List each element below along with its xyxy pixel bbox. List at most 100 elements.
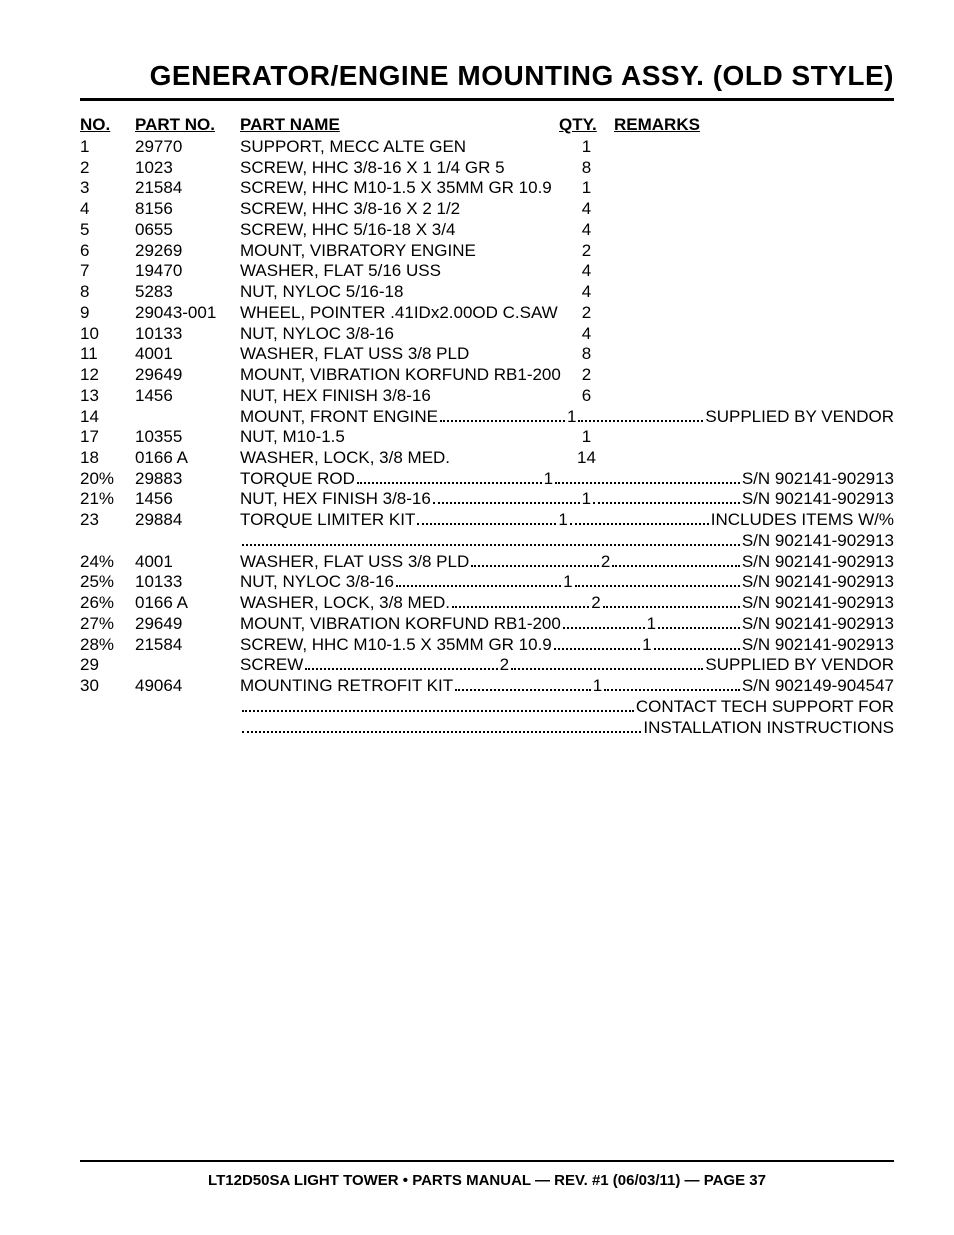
cell-remarks: INCLUDES ITEMS W/% [711, 510, 894, 531]
cell-no: 12 [80, 365, 135, 386]
cell-no: 28% [80, 635, 135, 656]
cell-name: SUPPORT, MECC ALTE GEN [240, 137, 559, 158]
cell-part-no: 29770 [135, 137, 240, 158]
cell-name: SCREW, HHC 5/16-18 X 3/4 [240, 220, 559, 241]
cell-remarks: S/N 902141-902913 [742, 489, 894, 510]
table-row: 929043-001WHEEL, POINTER .41IDx2.00OD C.… [80, 303, 894, 324]
cell-part-no: 0166 A [135, 593, 240, 614]
cell-qty: 1 [559, 178, 614, 199]
table-row: 3049064MOUNTING RETROFIT KIT1S/N 902149-… [80, 676, 894, 697]
leader-dots [654, 648, 740, 650]
cell-no: 9 [80, 303, 135, 324]
cell-qty: 1 [582, 489, 591, 510]
cell-part-no: 4001 [135, 344, 240, 365]
table-row: 321584SCREW, HHC M10-1.5 X 35MM GR 10.91 [80, 178, 894, 199]
cell-no: 27% [80, 614, 135, 635]
leader-dots [242, 544, 740, 546]
cell-remarks: S/N 902141-902913 [742, 635, 894, 656]
cell-qty: 2 [559, 365, 614, 386]
cell-remarks: S/N 902149-904547 [742, 676, 894, 697]
cell-name-qty-remarks: INSTALLATION INSTRUCTIONS [240, 718, 894, 739]
cell-part-no: 10133 [135, 324, 240, 345]
cell-name-qty-remarks: NUT, NYLOC 3/8-161S/N 902141-902913 [240, 572, 894, 593]
cell-no: 21% [80, 489, 135, 510]
cell-qty: 8 [559, 344, 614, 365]
cell-no: 4 [80, 199, 135, 220]
cell-qty: 8 [559, 158, 614, 179]
leader-dots [455, 689, 591, 691]
cell-name-qty-remarks: MOUNT, FRONT ENGINE1SUPPLIED BY VENDOR [240, 407, 894, 428]
cell-name-qty-remarks: CONTACT TECH SUPPORT FOR [240, 697, 894, 718]
leader-dots [603, 606, 740, 608]
leader-dots [452, 606, 589, 608]
leader-dots [578, 420, 703, 422]
cell-no: 13 [80, 386, 135, 407]
cell-qty: 14 [559, 448, 614, 469]
cell-qty: 2 [591, 593, 600, 614]
cell-part-no: 29649 [135, 365, 240, 386]
cell-remarks: S/N 902141-902913 [742, 593, 894, 614]
leader-dots [658, 627, 740, 629]
cell-name-qty-remarks: TORQUE LIMITER KIT 1 INCLUDES ITEMS W/% [240, 510, 894, 531]
table-row: 1710355NUT, M10-1.51 [80, 427, 894, 448]
table-row: 29 SCREW2SUPPLIED BY VENDOR [80, 655, 894, 676]
cell-name: MOUNT, VIBRATION KORFUND RB1-200 [240, 614, 561, 635]
cell-part-no: 10355 [135, 427, 240, 448]
cell-name: SCREW, HHC M10-1.5 X 35MM GR 10.9 [240, 635, 552, 656]
cell-part-no: 29883 [135, 469, 240, 490]
header-name: PART NAME [240, 115, 559, 135]
cell-part-no: 0166 A [135, 448, 240, 469]
cell-qty: 1 [558, 510, 567, 531]
cell-no: 24% [80, 552, 135, 573]
cell-name: WASHER, FLAT USS 3/8 PLD [240, 552, 469, 573]
cell-remarks: CONTACT TECH SUPPORT FOR [636, 697, 894, 718]
cell-no: 20% [80, 469, 135, 490]
table-row: 180166 AWASHER, LOCK, 3/8 MED.14 [80, 448, 894, 469]
cell-qty: 1 [559, 427, 614, 448]
table-row: 85283NUT, NYLOC 5/16-184 [80, 282, 894, 303]
cell-no: 29 [80, 655, 135, 676]
table-row: 1010133NUT, NYLOC 3/8-164 [80, 324, 894, 345]
cell-qty: 4 [559, 199, 614, 220]
table-header-row: NO. PART NO. PART NAME QTY. REMARKS [80, 115, 894, 135]
cell-no: 14 [80, 407, 135, 428]
table-row: 14 MOUNT, FRONT ENGINE1SUPPLIED BY VENDOR [80, 407, 894, 428]
table-row: 50655SCREW, HHC 5/16-18 X 3/44 [80, 220, 894, 241]
leader-dots [242, 731, 641, 733]
table-row: 27%29649MOUNT, VIBRATION KORFUND RB1-200… [80, 614, 894, 635]
cell-qty: 1 [642, 635, 651, 656]
table-row: 2329884TORQUE LIMITER KIT 1 INCLUDES ITEMS… [80, 510, 894, 531]
table-row: 21023SCREW, HHC 3/8-16 X 1 1/4 GR 58 [80, 158, 894, 179]
cell-name-qty-remarks: SCREW, HHC M10-1.5 X 35MM GR 10.9 1 S/N 90… [240, 635, 894, 656]
cell-part-no: 0655 [135, 220, 240, 241]
cell-part-no: 1023 [135, 158, 240, 179]
cell-no: 6 [80, 241, 135, 262]
leader-dots [575, 585, 740, 587]
cell-no: 26% [80, 593, 135, 614]
footer-rule [80, 1160, 894, 1162]
cell-name-qty-remarks: NUT, HEX FINISH 3/8-161S/N 902141-902913 [240, 489, 894, 510]
cell-part-no: 29884 [135, 510, 240, 531]
table-row: S/N 902141-902913 [80, 531, 894, 552]
leader-dots [433, 502, 580, 504]
cell-qty: 1 [647, 614, 656, 635]
cell-name-qty-remarks: SCREW2SUPPLIED BY VENDOR [240, 655, 894, 676]
table-row: 719470WASHER, FLAT 5/16 USS4 [80, 261, 894, 282]
cell-name: WHEEL, POINTER .41IDx2.00OD C.SAW [240, 303, 559, 324]
cell-remarks: INSTALLATION INSTRUCTIONS [643, 718, 894, 739]
cell-name: TORQUE LIMITER KIT [240, 510, 415, 531]
cell-name: MOUNT, FRONT ENGINE [240, 407, 438, 428]
cell-no: 5 [80, 220, 135, 241]
header-remarks: REMARKS [614, 115, 894, 135]
cell-qty: 4 [559, 261, 614, 282]
cell-qty: 1 [559, 137, 614, 158]
cell-name: NUT, NYLOC 3/8-16 [240, 324, 559, 345]
cell-no: 17 [80, 427, 135, 448]
parts-table: 129770SUPPORT, MECC ALTE GEN121023SCREW,… [80, 137, 894, 738]
leader-dots [417, 523, 556, 525]
leader-dots [440, 420, 565, 422]
cell-no: 23 [80, 510, 135, 531]
cell-no: 30 [80, 676, 135, 697]
cell-part-no: 1456 [135, 489, 240, 510]
cell-name: NUT, HEX FINISH 3/8-16 [240, 386, 559, 407]
